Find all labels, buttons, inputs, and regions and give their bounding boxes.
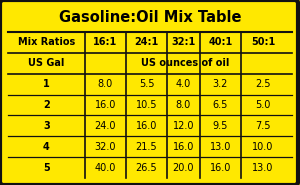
Text: Gasoline:Oil Mix Table: Gasoline:Oil Mix Table	[59, 9, 241, 24]
Text: 24.0: 24.0	[94, 121, 116, 131]
Text: 2: 2	[43, 100, 50, 110]
Text: 40:1: 40:1	[208, 37, 232, 47]
Text: 4: 4	[43, 142, 50, 152]
Text: 4.0: 4.0	[176, 79, 191, 89]
Text: 2.5: 2.5	[255, 79, 271, 89]
Text: 32.0: 32.0	[94, 142, 116, 152]
Text: 16.0: 16.0	[210, 163, 231, 173]
Text: 16:1: 16:1	[93, 37, 117, 47]
Text: 50:1: 50:1	[251, 37, 275, 47]
Text: US ounces of oil: US ounces of oil	[141, 58, 229, 68]
Text: 6.5: 6.5	[213, 100, 228, 110]
Text: 13.0: 13.0	[210, 142, 231, 152]
Text: 13.0: 13.0	[252, 163, 274, 173]
Text: 1: 1	[43, 79, 50, 89]
Text: US Gal: US Gal	[28, 58, 64, 68]
Text: 5.5: 5.5	[139, 79, 154, 89]
Text: 21.5: 21.5	[136, 142, 157, 152]
Text: 7.5: 7.5	[255, 121, 271, 131]
Text: Mix Ratios: Mix Ratios	[18, 37, 75, 47]
Text: 3: 3	[43, 121, 50, 131]
Text: 5.0: 5.0	[255, 100, 271, 110]
Text: 16.0: 16.0	[173, 142, 194, 152]
Text: 10.0: 10.0	[252, 142, 274, 152]
Text: 20.0: 20.0	[172, 163, 194, 173]
Text: 40.0: 40.0	[94, 163, 116, 173]
Text: 3.2: 3.2	[213, 79, 228, 89]
Text: 24:1: 24:1	[134, 37, 159, 47]
Text: 5: 5	[43, 163, 50, 173]
Text: 16.0: 16.0	[94, 100, 116, 110]
Text: 9.5: 9.5	[213, 121, 228, 131]
Text: 26.5: 26.5	[136, 163, 157, 173]
Text: 16.0: 16.0	[136, 121, 157, 131]
Text: 32:1: 32:1	[171, 37, 196, 47]
Text: 12.0: 12.0	[172, 121, 194, 131]
Text: 8.0: 8.0	[176, 100, 191, 110]
Text: 10.5: 10.5	[136, 100, 157, 110]
Text: 8.0: 8.0	[98, 79, 113, 89]
